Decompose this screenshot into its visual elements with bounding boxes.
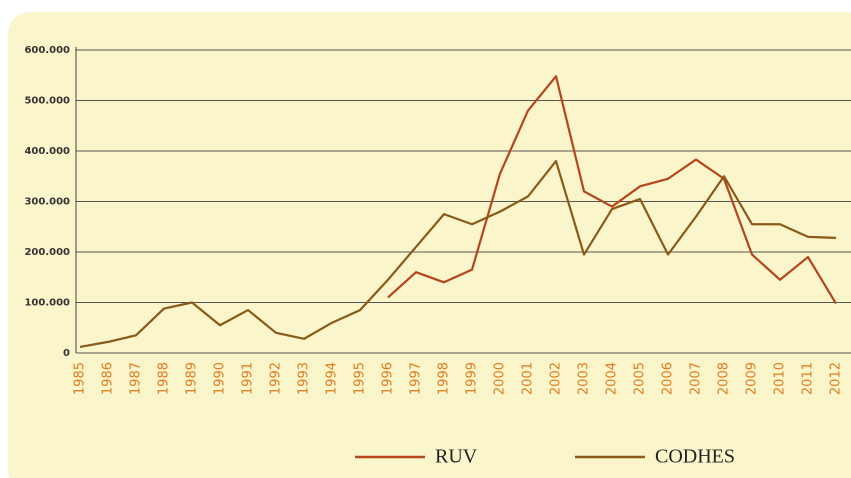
legend-label: CODHES: [655, 446, 735, 468]
y-tick-label: 100.000: [24, 298, 70, 309]
x-tick-label: 2002: [549, 362, 564, 395]
x-tick-label: 1997: [409, 362, 424, 395]
x-tick-label: 1991: [241, 362, 256, 395]
x-tick-label: 2006: [661, 362, 676, 395]
series-line: [387, 75, 837, 305]
x-tick-label: 2000: [493, 362, 508, 395]
x-tick-label: 2009: [745, 362, 760, 395]
x-tick-label: 1988: [157, 362, 172, 395]
x-tick-label: 1999: [465, 362, 480, 395]
x-tick-label: 1985: [73, 362, 88, 395]
x-tick-label: 2001: [521, 362, 536, 395]
x-tick-label: 2008: [717, 362, 732, 395]
x-tick-label: 2011: [801, 362, 816, 395]
y-tick-label: 0: [63, 348, 70, 359]
x-tick-label: 2007: [689, 362, 704, 395]
x-tick-label: 1986: [101, 362, 116, 395]
x-tick-label: 2010: [773, 362, 788, 395]
x-tick-label: 1987: [129, 362, 144, 395]
x-tick-label: 1993: [297, 362, 312, 395]
x-tick-label: 2005: [633, 362, 648, 395]
x-tick-label: 1989: [185, 362, 200, 395]
y-tick-label: 400.000: [24, 146, 70, 157]
y-tick-label: 500.000: [24, 96, 70, 107]
x-tick-label: 1996: [381, 362, 396, 395]
x-tick-label: 1995: [353, 362, 368, 395]
x-tick-label: 2004: [605, 362, 620, 395]
x-tick-label: 2003: [577, 362, 592, 395]
x-tick-label: 1992: [269, 362, 284, 395]
series-line: [79, 160, 837, 349]
x-tick-label: 1990: [213, 362, 228, 395]
panel: [8, 12, 851, 478]
x-tick-label: 1998: [437, 362, 452, 395]
x-tick-label: 1994: [325, 362, 340, 395]
legend-label: RUV: [435, 446, 478, 468]
y-tick-label: 200.000: [24, 247, 70, 258]
y-tick-label: 300.000: [24, 197, 70, 208]
y-tick-label: 600.000: [24, 45, 70, 56]
x-tick-label: 2012: [829, 362, 844, 395]
